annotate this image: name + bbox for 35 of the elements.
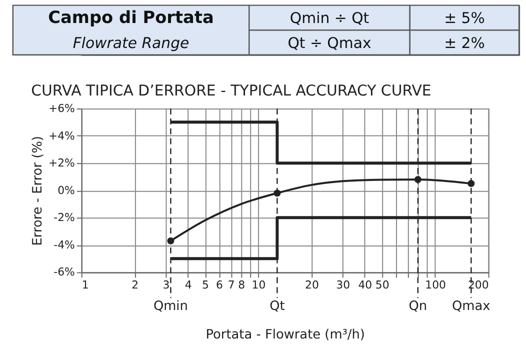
text: Flowrate Range <box>72 34 190 52</box>
y-axis-title: Errore - Error (%) <box>30 136 46 246</box>
text: ± 2% <box>444 34 485 52</box>
x-tick-label: 7 <box>228 278 235 292</box>
ref-line-label: Qmax <box>452 298 491 314</box>
x-axis-title: Portata - Flowrate (m³/h) <box>206 327 365 342</box>
x-tick-label: 4 <box>184 278 192 292</box>
y-tick-label: -6% <box>54 266 75 279</box>
y-tick-label: -2% <box>54 211 75 224</box>
x-tick-label: 100 <box>425 278 446 292</box>
text: Qmin ÷ Qt <box>290 9 370 28</box>
ref-line-label: Qmin <box>153 298 188 314</box>
y-tick-label: +2% <box>48 156 75 170</box>
x-tick-label: 10 <box>252 278 266 292</box>
x-tick-label: 200 <box>468 278 489 292</box>
x-tick-label: 2 <box>132 278 139 292</box>
x-tick-label: 3 <box>162 278 170 292</box>
y-tick-label: -4% <box>54 238 75 252</box>
x-tick-label: 50 <box>375 278 390 292</box>
text: Campo di Portata <box>48 7 214 28</box>
x-tick-label: 8 <box>238 278 246 292</box>
y-tick-label: 0% <box>58 184 75 197</box>
x-tick-label: 1 <box>82 278 89 292</box>
ref-line-label: Qt <box>270 298 285 314</box>
ref-line-label: Qn <box>408 298 428 314</box>
text: Qt ÷ Qmax <box>288 34 372 52</box>
text: ± 5% <box>444 9 485 28</box>
x-tick-label: 30 <box>336 278 350 292</box>
x-tick-label: 40 <box>358 278 372 292</box>
y-tick-label: +4% <box>48 129 75 142</box>
x-tick-label: 6 <box>216 278 224 292</box>
chart-title: CURVA TIPICA D’ERRORE - TYPICAL ACCURACY CURVE <box>31 82 432 100</box>
y-tick-label: +6% <box>48 102 75 115</box>
x-tick-label: 5 <box>202 278 209 292</box>
x-tick-label: 20 <box>305 278 319 292</box>
